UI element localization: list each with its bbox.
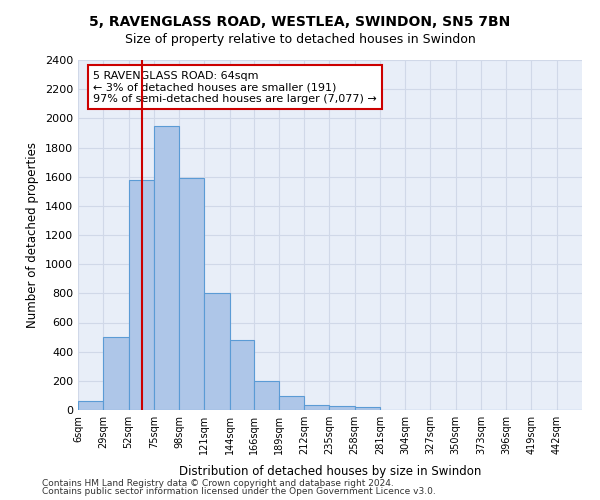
Bar [78, 401, 103, 410]
X-axis label: Distribution of detached houses by size in Swindon: Distribution of detached houses by size … [179, 466, 481, 478]
Bar [128, 180, 154, 410]
Bar [304, 405, 329, 410]
Text: Size of property relative to detached houses in Swindon: Size of property relative to detached ho… [125, 32, 475, 46]
Bar [230, 340, 254, 410]
Bar [355, 407, 380, 410]
Y-axis label: Number of detached properties: Number of detached properties [26, 142, 40, 328]
Bar [204, 294, 230, 410]
Bar [254, 381, 279, 410]
Text: 5, RAVENGLASS ROAD, WESTLEA, SWINDON, SN5 7BN: 5, RAVENGLASS ROAD, WESTLEA, SWINDON, SN… [89, 15, 511, 29]
Bar [279, 396, 304, 410]
Bar [154, 126, 179, 410]
Bar [103, 337, 128, 410]
Text: 5 RAVENGLASS ROAD: 64sqm
← 3% of detached houses are smaller (191)
97% of semi-d: 5 RAVENGLASS ROAD: 64sqm ← 3% of detache… [93, 70, 377, 104]
Bar [329, 406, 355, 410]
Text: Contains HM Land Registry data © Crown copyright and database right 2024.: Contains HM Land Registry data © Crown c… [42, 478, 394, 488]
Bar [179, 178, 204, 410]
Text: Contains public sector information licensed under the Open Government Licence v3: Contains public sector information licen… [42, 487, 436, 496]
